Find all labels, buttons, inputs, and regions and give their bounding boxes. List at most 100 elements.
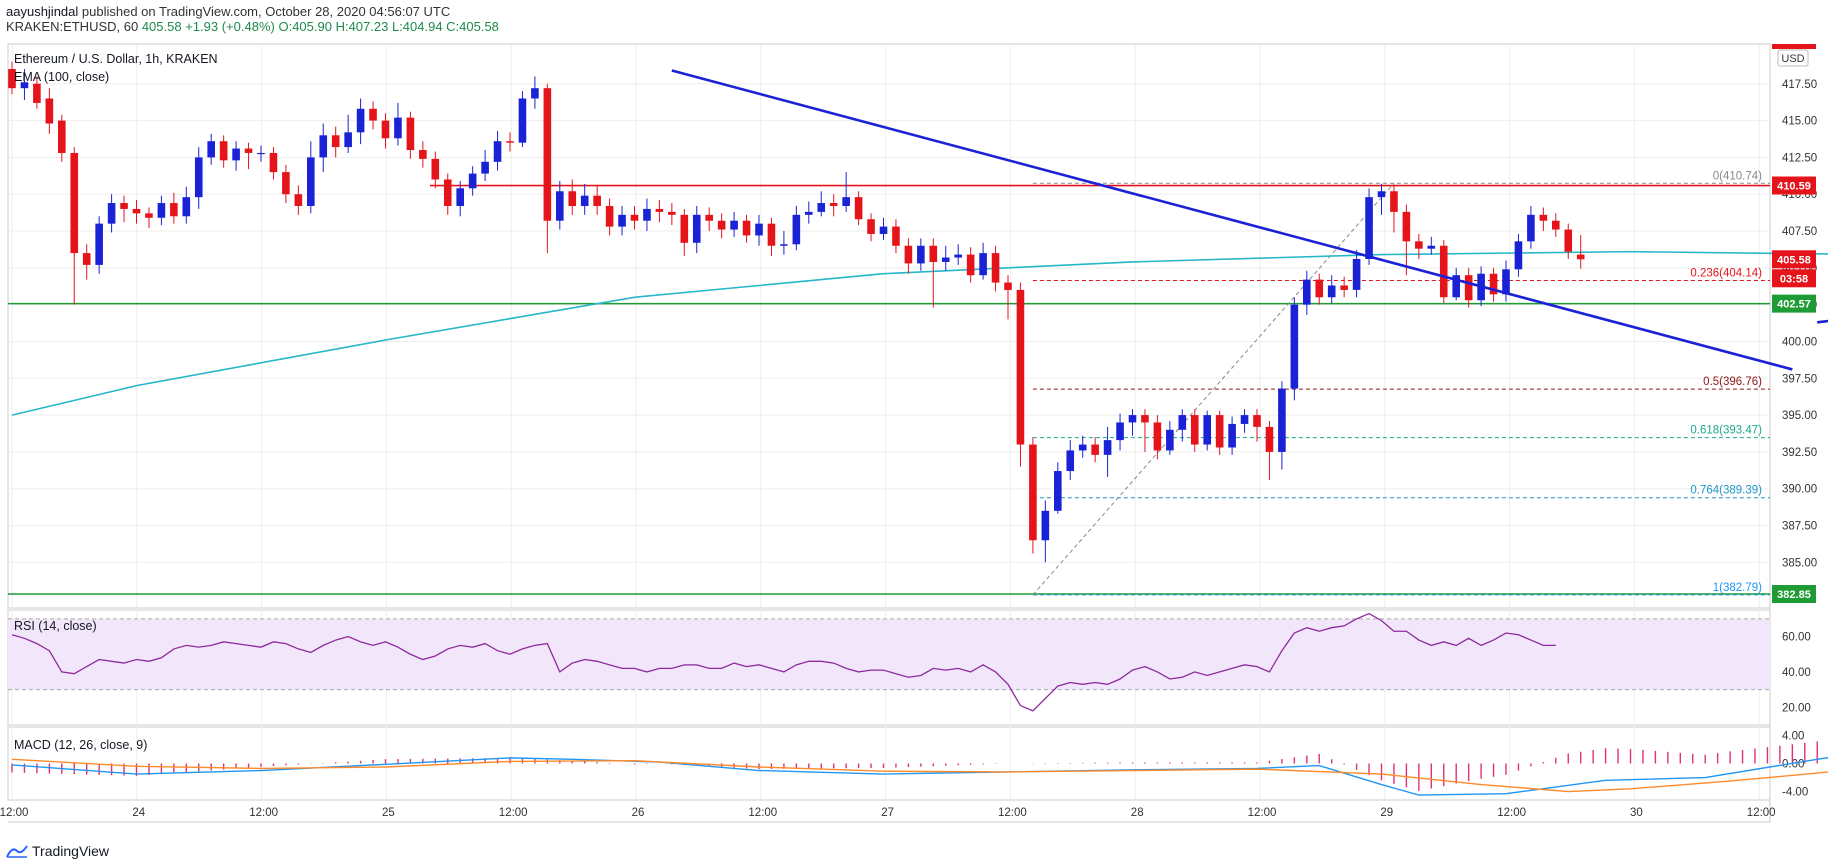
candle-body	[369, 108, 377, 121]
candle-body	[1327, 285, 1336, 298]
candle-body	[1377, 191, 1386, 198]
candle-body	[842, 197, 850, 206]
candle-body	[556, 191, 564, 221]
candle-body	[170, 203, 178, 217]
candle-body	[1527, 214, 1535, 242]
candle-body	[817, 203, 826, 212]
candle-body	[8, 69, 16, 89]
price-tick-label: 385.00	[1782, 557, 1817, 569]
fib-level-label: 0.764(389.39)	[1690, 485, 1762, 497]
candle-body	[780, 244, 788, 246]
candle-body	[1016, 289, 1025, 445]
candle-body	[805, 211, 813, 215]
countdown-badge: 03:58	[1780, 273, 1808, 285]
price-tick-label: 412.50	[1782, 152, 1817, 164]
candle-body	[232, 148, 240, 161]
candle-body	[381, 120, 390, 139]
candle-body	[219, 141, 228, 161]
candle-body	[941, 257, 950, 262]
candle-body	[1402, 211, 1411, 242]
candle-body	[1103, 440, 1112, 455]
price-change: +1.93 (+0.48%)	[185, 19, 275, 34]
candle-body	[1552, 220, 1560, 230]
candle-body	[618, 214, 626, 227]
candle-body	[207, 141, 215, 158]
candle-body	[1452, 275, 1460, 298]
candle-body	[1190, 415, 1199, 445]
candle-body	[1029, 444, 1037, 541]
support-badge: 382.85	[1777, 589, 1811, 601]
candle-body	[1464, 275, 1473, 301]
candle-body	[829, 203, 838, 206]
support-badge-bg	[1772, 585, 1816, 604]
macd-tick-label: 4.00	[1782, 730, 1804, 742]
macd-tick-label: -4.00	[1782, 787, 1808, 799]
top-price-badge	[1772, 44, 1816, 49]
candle-body	[605, 205, 614, 227]
candle-body	[194, 157, 203, 198]
macd-histogram	[11, 741, 1818, 791]
publish-info: published on TradingView.com, October 28…	[81, 4, 451, 19]
candle-body	[157, 203, 166, 218]
author-name[interactable]: aayushjindal	[6, 4, 79, 19]
candle-body	[1091, 444, 1099, 455]
candle-body	[643, 208, 651, 221]
x-tick-label: 29	[1380, 807, 1393, 819]
candle-body	[307, 157, 315, 206]
candle-body	[1539, 214, 1548, 221]
tradingview-logo-icon	[6, 845, 28, 858]
candle-body	[668, 211, 676, 215]
candle-body	[568, 191, 577, 206]
candle-body	[879, 226, 888, 234]
rsi-line	[11, 612, 1556, 712]
publish-header: aayushjindal published on TradingView.co…	[6, 4, 499, 34]
x-tick-label: 24	[132, 807, 145, 819]
candle-body	[456, 188, 464, 206]
candle-body	[929, 245, 938, 262]
candle-body	[1253, 415, 1261, 427]
candle-body	[1004, 282, 1012, 290]
candle-body	[755, 223, 763, 236]
currency-label: USD	[1781, 53, 1804, 65]
fib-level-label: 0.5(396.76)	[1703, 376, 1762, 388]
price-tick-label: 415.00	[1782, 116, 1817, 128]
last-price-badge: 405.58	[1777, 254, 1811, 266]
candle-body	[892, 226, 900, 246]
x-tick-label: 27	[881, 807, 894, 819]
candle-body	[419, 150, 427, 159]
candle-body	[468, 173, 477, 189]
x-tick-label: 12:00	[1497, 807, 1526, 819]
candle-body	[1489, 273, 1498, 295]
candle-body	[1116, 422, 1124, 441]
resistance-badge-bg	[1772, 176, 1816, 195]
macd-legend: MACD (12, 26, close, 9)	[14, 738, 148, 752]
candle-body	[120, 203, 128, 209]
ohlc-values: O:405.90 H:407.23 L:404.94 C:405.58	[278, 19, 499, 34]
candle-body	[58, 120, 66, 153]
candle-body	[1564, 229, 1573, 252]
candle-body	[1315, 279, 1324, 298]
macd-pane	[7, 726, 1771, 801]
candle-body	[1439, 245, 1448, 298]
candle-body	[257, 152, 265, 155]
candle-body	[767, 223, 776, 246]
candle-body	[531, 88, 539, 99]
candle-body	[331, 135, 340, 148]
candle-body	[1514, 241, 1523, 270]
candle-body	[1141, 415, 1149, 423]
main-legend: Ethereum / U.S. Dollar, 1h, KRAKEN	[14, 52, 218, 66]
countdown-badge-bg	[1772, 269, 1816, 288]
candle-body	[1303, 279, 1311, 305]
x-tick-label: 12:00	[499, 807, 528, 819]
price-tick-label: 390.00	[1782, 484, 1817, 496]
candle-body	[580, 195, 589, 206]
candle-body	[344, 132, 352, 148]
candle-body	[82, 253, 91, 265]
currency-box	[1777, 49, 1809, 67]
rsi-tick-label: 60.00	[1782, 632, 1811, 644]
candle-body	[1054, 471, 1062, 511]
tradingview-logo[interactable]: TradingView	[6, 843, 109, 859]
price-tick-label: 417.50	[1782, 79, 1817, 91]
